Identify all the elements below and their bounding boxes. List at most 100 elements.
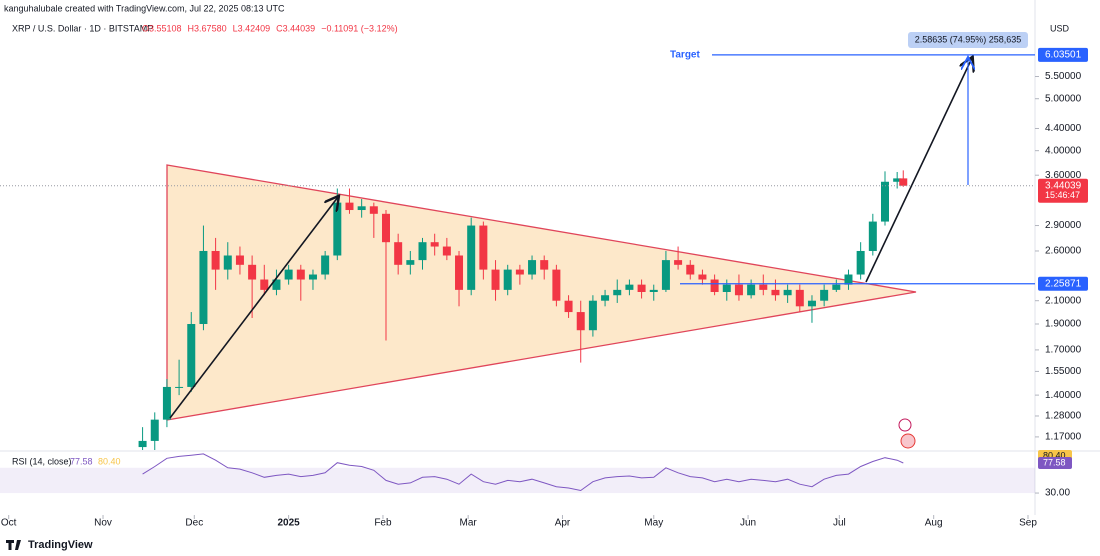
candle-body	[503, 269, 512, 290]
candle-body	[637, 284, 646, 292]
symbol: XRP / U.S. Dollar · 1D · BITSTAMP	[12, 23, 153, 33]
candle-body	[856, 250, 865, 275]
candle-body	[430, 242, 439, 247]
candle-body	[528, 260, 537, 275]
candle-body	[345, 202, 354, 211]
x-tick-label: 2025	[278, 518, 301, 529]
y-tick-label: 1.70000	[1045, 345, 1082, 356]
candle-body	[649, 289, 658, 292]
level-box	[1038, 47, 1088, 62]
candle-body	[868, 221, 877, 251]
event-icon	[898, 418, 912, 432]
candle-body	[734, 284, 743, 296]
x-tick-label: Jun	[740, 518, 756, 529]
x-tick-label: Sep	[1019, 518, 1037, 529]
trend-arrow	[865, 58, 972, 283]
x-tick-label: Mar	[460, 518, 478, 529]
candle-body	[381, 213, 390, 243]
candle-body	[369, 206, 378, 214]
candle-body	[479, 225, 488, 270]
candle-body	[406, 260, 415, 265]
rsi-title: RSI (14, close)	[12, 456, 72, 466]
candle-body	[248, 264, 257, 280]
candle-body	[491, 269, 500, 290]
rsi-box	[1038, 457, 1072, 470]
rsi-ma-value: 80.40	[98, 456, 121, 466]
level-value: 6.03501	[1045, 50, 1082, 61]
measure-label: 2.58635 (74.95%) 258,635	[915, 34, 1022, 44]
ohlc-value: −0.11091 (−3.12%)	[321, 23, 397, 33]
candle-body	[747, 284, 756, 296]
candle-body	[820, 289, 829, 301]
candle-body	[661, 260, 670, 290]
y-tick-label: 1.90000	[1045, 319, 1082, 330]
candle-body	[272, 279, 281, 290]
rsi-line	[142, 453, 904, 492]
candle-body	[223, 255, 232, 270]
countdown: 15:46:47	[1045, 190, 1080, 200]
y-tick-label: 2.10000	[1045, 295, 1082, 306]
candle-body	[880, 181, 889, 222]
candle-body	[418, 242, 427, 261]
rsi-band	[0, 467, 1035, 494]
candle-body	[175, 386, 184, 388]
candle-body	[625, 284, 634, 290]
x-tick-label: Feb	[374, 518, 392, 529]
currency: USD	[1050, 23, 1070, 33]
y-tick-label: 2.60000	[1045, 246, 1082, 257]
y-tick-label: 1.55000	[1045, 366, 1082, 377]
candle-body	[601, 295, 610, 301]
candle-body	[455, 255, 464, 290]
trend-arrow	[169, 197, 338, 419]
candles	[138, 170, 908, 450]
candle-body	[357, 206, 366, 211]
y-tick-label: 4.00000	[1045, 145, 1082, 156]
candle-body	[442, 246, 451, 256]
candle-body	[899, 178, 908, 186]
y-tick-label: 5.50000	[1045, 71, 1082, 82]
candle-body	[795, 289, 804, 307]
y-tick-label: 1.28000	[1045, 411, 1082, 422]
candle-body	[467, 225, 476, 290]
candle-body	[199, 250, 208, 325]
y-tick-label: 2.90000	[1045, 220, 1082, 231]
y-tick-label: 4.40000	[1045, 123, 1082, 134]
event-icon	[900, 433, 916, 449]
x-tick-label: Nov	[94, 518, 112, 529]
candle-body	[783, 289, 792, 296]
rsi-ma-axis-label: 80.40	[1043, 450, 1066, 460]
y-tick-label: 1.40000	[1045, 390, 1082, 401]
candle-body	[333, 202, 342, 256]
candle-body	[722, 284, 731, 292]
candle-body	[686, 264, 695, 275]
author: kanguhalubale created with TradingView.c…	[4, 3, 285, 13]
ohlc-value: L3.42409	[233, 23, 271, 33]
candle-body	[138, 440, 147, 448]
y-tick-label: 1.17000	[1045, 432, 1082, 443]
candle-body	[296, 269, 305, 280]
candle-body	[564, 300, 573, 313]
level-box	[1038, 276, 1088, 291]
ohlc-value: C3.44039	[276, 23, 315, 33]
last-price-value: 3.44039	[1045, 180, 1082, 191]
candle-body	[588, 300, 597, 331]
candle-body	[576, 312, 585, 331]
last-price-box	[1038, 178, 1088, 203]
candle-body	[150, 419, 159, 441]
triangle-pattern	[166, 164, 917, 421]
candle-body	[832, 284, 841, 290]
candle-body	[674, 260, 683, 265]
candle-body	[187, 324, 196, 387]
x-tick-label: Aug	[925, 518, 943, 529]
candle-body	[540, 260, 549, 270]
candle-body	[284, 269, 293, 280]
y-tick-label: 3.60000	[1045, 170, 1082, 181]
x-tick-label: Jul	[833, 518, 846, 529]
candle-body	[771, 289, 780, 296]
candle-body	[844, 274, 853, 285]
rsi-axis-label: 77.58	[1043, 457, 1066, 467]
candle-body	[162, 386, 171, 420]
candle-body	[394, 242, 403, 265]
x-tick-label: Apr	[555, 518, 571, 529]
